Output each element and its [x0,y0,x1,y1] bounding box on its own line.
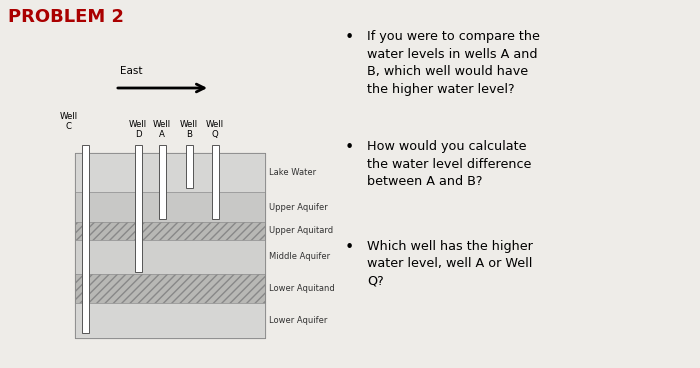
Text: Upper Aquitard: Upper Aquitard [269,226,333,236]
Text: East: East [120,66,143,76]
Text: Which well has the higher
water level, well A or Well
Q?: Which well has the higher water level, w… [367,240,533,288]
Bar [75,153,265,192]
Text: Lower Aquitand: Lower Aquitand [269,284,335,293]
Text: Well
B: Well B [180,120,198,139]
Text: Lower Aquifer: Lower Aquifer [269,316,328,325]
Text: If you were to compare the
water levels in wells A and
B, which well would have
: If you were to compare the water levels … [367,30,540,96]
Text: Well
A: Well A [153,120,171,139]
Text: •: • [345,140,354,155]
Text: Well
C: Well C [60,112,78,131]
Text: •: • [345,30,354,45]
Bar [75,302,265,338]
Bar [75,222,265,240]
Text: Upper Aquifer: Upper Aquifer [269,202,328,212]
Bar [186,145,192,188]
Text: How would you calculate
the water level difference
between A and B?: How would you calculate the water level … [367,140,531,188]
Bar [75,240,265,273]
Text: PROBLEM 2: PROBLEM 2 [8,8,124,26]
Bar [134,145,141,272]
Text: •: • [345,240,354,255]
Text: Well
Q: Well Q [206,120,224,139]
Bar [75,273,265,302]
Text: Middle Aquifer: Middle Aquifer [269,252,330,261]
Text: Lake Water: Lake Water [269,168,316,177]
Bar [81,145,88,333]
Bar [75,192,265,222]
Bar [75,153,265,338]
Text: Well
D: Well D [129,120,147,139]
Bar [211,145,218,219]
Bar [158,145,165,219]
